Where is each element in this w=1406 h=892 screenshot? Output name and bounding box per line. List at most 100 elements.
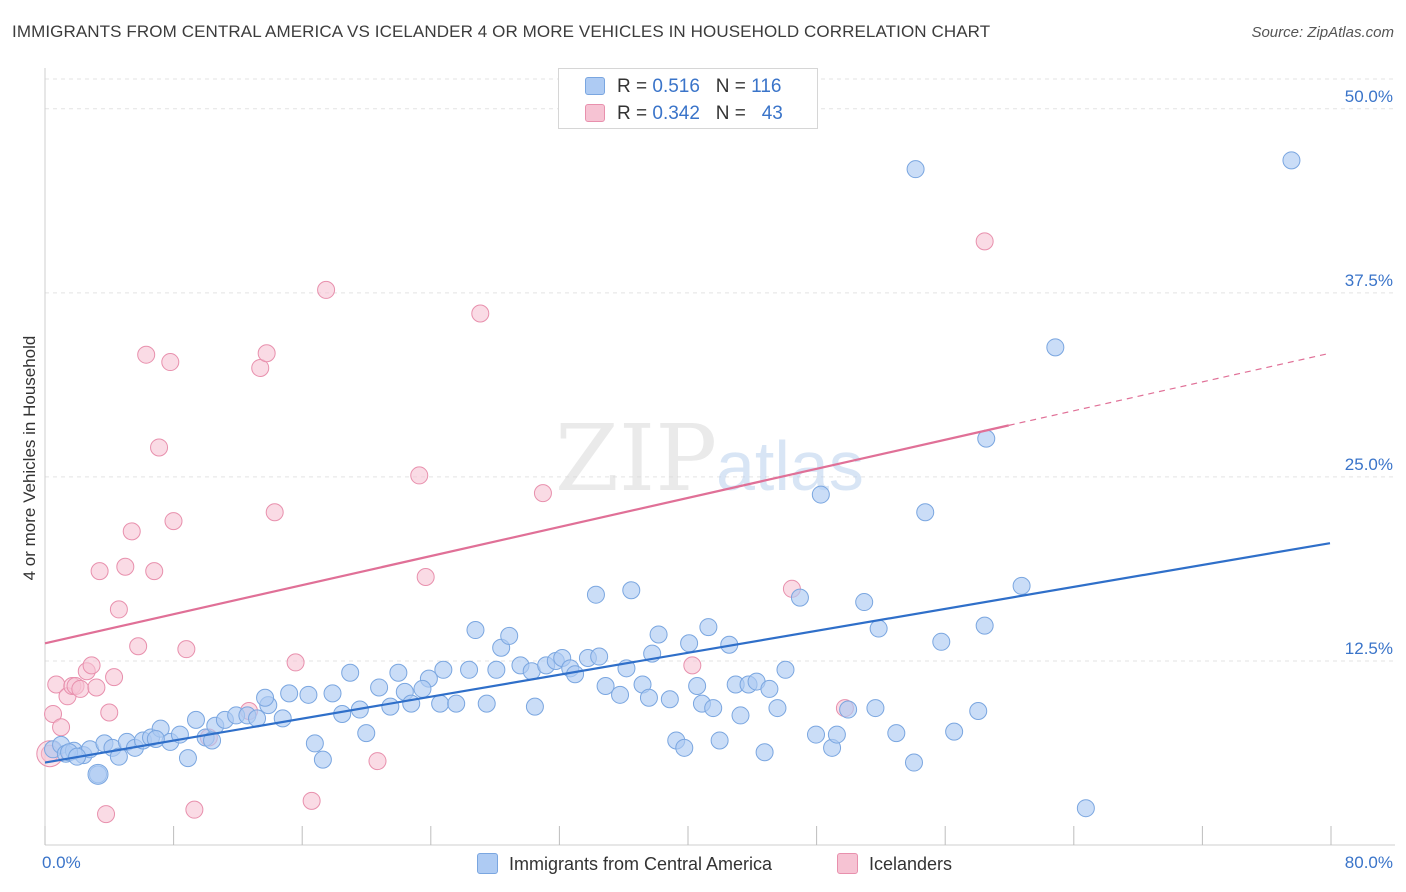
- legend-label: Icelanders: [869, 854, 953, 874]
- source-credit: Source: ZipAtlas.com: [1251, 24, 1394, 41]
- n-value: 43: [761, 103, 783, 124]
- data-point-icelanders: [97, 805, 116, 824]
- data-point-icelanders: [150, 438, 169, 457]
- data-point-icelanders: [317, 280, 336, 299]
- data-point-central-america: [932, 632, 951, 651]
- r-label: R =: [617, 76, 648, 97]
- data-point-icelanders: [683, 656, 702, 675]
- data-point-central-america: [1076, 799, 1095, 818]
- data-point-central-america: [586, 585, 605, 604]
- data-point-central-america: [273, 709, 292, 728]
- data-point-central-america: [186, 710, 205, 729]
- data-point-central-america: [431, 694, 450, 713]
- data-point-central-america: [357, 724, 376, 743]
- r-value: 0.342: [652, 103, 700, 124]
- data-point-central-america: [1012, 576, 1031, 595]
- data-point-central-america: [790, 588, 809, 607]
- data-point-central-america: [178, 749, 197, 768]
- n-label: N =: [715, 103, 746, 124]
- data-point-central-america: [855, 593, 874, 612]
- trend-lines: [44, 352, 1331, 764]
- data-point-icelanders: [145, 562, 164, 581]
- data-point-icelanders: [286, 653, 305, 672]
- data-point-central-america: [704, 699, 723, 718]
- data-point-central-america: [305, 734, 324, 753]
- data-point-icelanders: [129, 637, 148, 656]
- data-point-central-america: [807, 725, 825, 744]
- trend-line-icelanders-extension: [1008, 352, 1331, 426]
- data-point-central-america: [699, 618, 718, 637]
- data-point-icelanders: [185, 800, 204, 819]
- data-point-central-america: [639, 688, 658, 707]
- data-point-icelanders: [122, 522, 141, 541]
- data-point-central-america: [710, 731, 729, 750]
- data-point-central-america: [333, 704, 352, 723]
- data-point-icelanders: [410, 466, 429, 485]
- data-point-central-america: [839, 700, 858, 719]
- data-point-central-america: [916, 503, 935, 522]
- data-point-icelanders: [302, 791, 321, 810]
- data-point-central-america: [688, 676, 707, 695]
- data-point-central-america: [525, 697, 544, 716]
- y-tick-label: 12.5%: [1345, 639, 1393, 658]
- chart-title: IMMIGRANTS FROM CENTRAL AMERICA VS ICELA…: [12, 22, 991, 41]
- data-point-icelanders: [44, 704, 63, 723]
- data-point-icelanders: [265, 503, 284, 522]
- data-point-central-america: [866, 699, 885, 718]
- data-point-central-america: [487, 660, 506, 679]
- data-point-icelanders: [975, 232, 994, 251]
- data-point-central-america: [590, 647, 609, 666]
- data-point-central-america: [313, 750, 332, 769]
- data-point-central-america: [323, 684, 342, 703]
- data-point-central-america: [381, 697, 400, 716]
- data-point-central-america: [611, 685, 630, 704]
- data-point-central-america: [649, 625, 668, 644]
- data-point-central-america: [869, 619, 888, 638]
- x-tick-label: 80.0%: [1345, 853, 1393, 872]
- data-point-icelanders: [116, 557, 135, 576]
- data-point-central-america: [1282, 151, 1301, 170]
- data-point-icelanders: [533, 484, 552, 503]
- legend-swatch-pink: [585, 104, 605, 122]
- icelanders-points: [36, 232, 994, 824]
- watermark-zip: ZIP: [555, 405, 717, 512]
- data-point-icelanders: [161, 353, 180, 372]
- axis-labels: 12.5% 25.0% 37.5% 50.0% 0.0% 80.0% 4 or more V…: [20, 87, 1393, 872]
- data-point-central-america: [731, 706, 750, 725]
- data-point-central-america: [675, 738, 694, 757]
- data-point-central-america: [256, 688, 275, 707]
- data-point-central-america: [975, 616, 994, 635]
- data-point-central-america: [945, 722, 964, 741]
- data-point-central-america: [887, 724, 906, 743]
- y-tick-label: 50.0%: [1345, 87, 1393, 106]
- data-point-icelanders: [137, 345, 156, 364]
- data-point-central-america: [500, 626, 519, 645]
- n-value: 116: [751, 76, 782, 97]
- y-tick-label: 25.0%: [1345, 455, 1393, 474]
- data-point-central-america: [477, 694, 496, 713]
- data-point-central-america: [904, 753, 923, 772]
- data-point-central-america: [768, 699, 787, 718]
- data-point-central-america: [760, 679, 779, 698]
- data-point-central-america: [413, 679, 432, 698]
- data-point-central-america: [969, 702, 988, 721]
- data-point-central-america: [566, 665, 585, 684]
- data-point-icelanders: [87, 678, 106, 697]
- data-point-icelanders: [105, 668, 124, 687]
- data-point-icelanders: [90, 562, 109, 581]
- data-point-central-america: [776, 660, 795, 679]
- data-point-icelanders: [257, 344, 276, 363]
- data-point-central-america: [596, 676, 615, 695]
- legend-label: Immigrants from Central America: [509, 854, 773, 874]
- data-point-icelanders: [368, 752, 387, 771]
- legend-swatch-pink: [837, 853, 858, 874]
- r-label: R =: [617, 103, 648, 124]
- data-point-icelanders: [164, 512, 183, 531]
- data-point-central-america: [299, 685, 318, 704]
- legend-swatch-blue: [585, 77, 605, 95]
- data-point-central-america: [1046, 338, 1065, 357]
- data-point-central-america: [87, 763, 109, 785]
- data-point-central-america: [370, 678, 389, 697]
- data-point-central-america: [811, 485, 830, 504]
- data-point-icelanders: [100, 703, 119, 722]
